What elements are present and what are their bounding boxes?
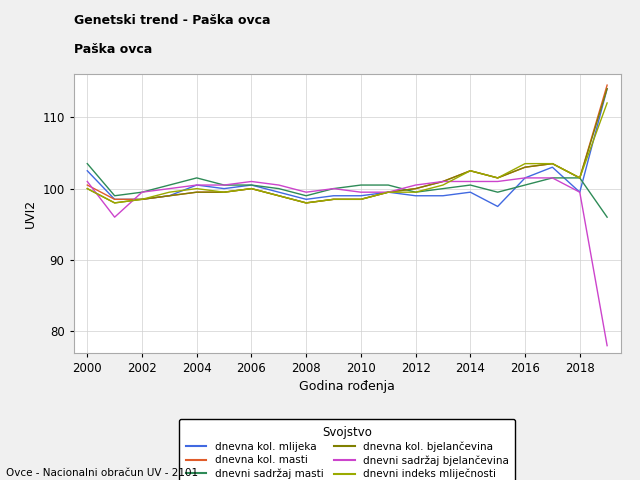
X-axis label: Godina rođenja: Godina rođenja <box>300 380 395 394</box>
Legend: dnevna kol. mlijeka, dnevna kol. masti, dnevni sadržaj masti, dnevna kol. bjelan: dnevna kol. mlijeka, dnevna kol. masti, … <box>179 419 515 480</box>
Text: Genetski trend - Paška ovca: Genetski trend - Paška ovca <box>74 14 270 27</box>
Y-axis label: UVI2: UVI2 <box>24 199 36 228</box>
Text: Paška ovca: Paška ovca <box>74 43 152 56</box>
Text: Ovce - Nacionalni obračun UV - 2101: Ovce - Nacionalni obračun UV - 2101 <box>6 468 198 478</box>
